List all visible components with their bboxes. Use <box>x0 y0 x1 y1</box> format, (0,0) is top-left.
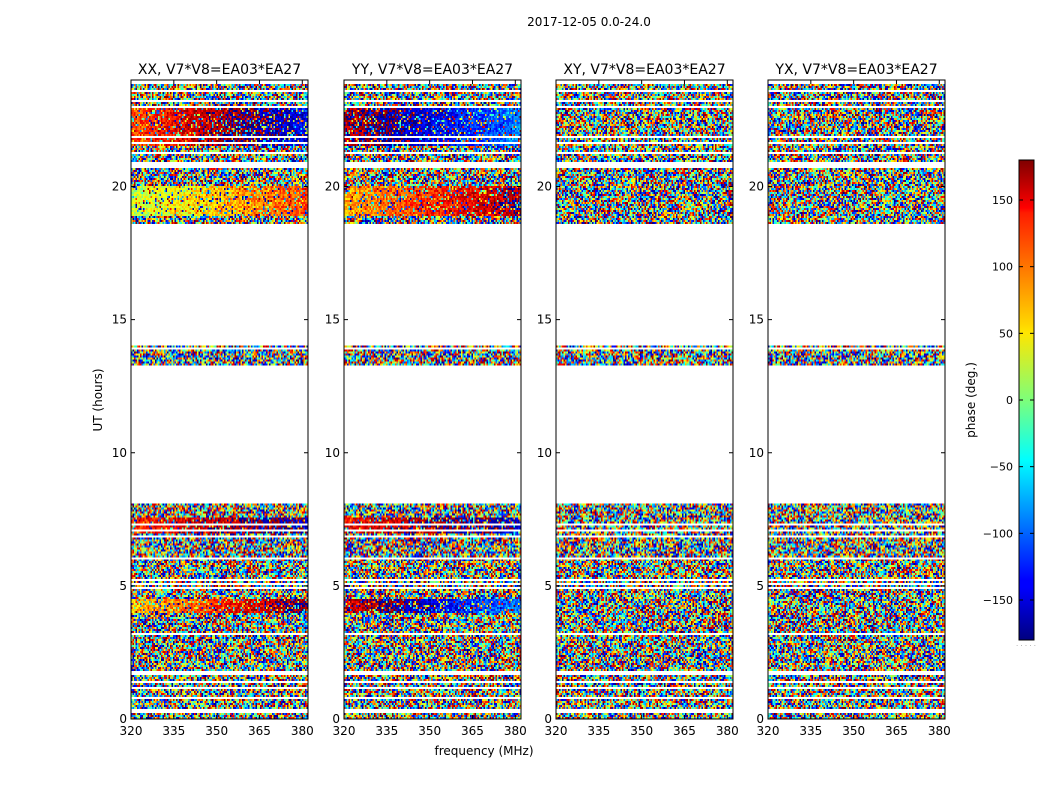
panel-yy-ytick-label-10: 10 <box>325 446 340 460</box>
panel-yx-xtick-label-350: 350 <box>842 724 865 738</box>
figure-title: 2017-12-05 0.0-24.0 <box>527 15 651 29</box>
panel-xy-ytick-label-10: 10 <box>537 446 552 460</box>
panel-yx-ytick-label-5: 5 <box>756 579 764 593</box>
colorbar-tick-label-150: 150 <box>992 194 1013 207</box>
colorbar-tick-label-100: 100 <box>992 261 1013 274</box>
panel-xy: XY, V7*V8=EA03*EA27 320 335 350 365 380 0 5 10 15… <box>537 62 739 738</box>
panel-yy-xtick-label-320: 320 <box>333 724 356 738</box>
panel-xy-ytick-label-0: 0 <box>544 712 552 726</box>
panel-yx: YX, V7*V8=EA03*EA27 320 335 350 365 380 0 5 10 15… <box>749 62 951 738</box>
panel-yy-xtick-label-365: 365 <box>461 724 484 738</box>
panel-xx-ytick-label-10: 10 <box>112 446 127 460</box>
panel-xy-title: XY, V7*V8=EA03*EA27 <box>563 62 725 78</box>
panel-yy: YY, V7*V8=EA03*EA27 320 335 350 365 380 0 5 10 15… <box>325 62 527 738</box>
colorbar-label: phase (deg.) <box>964 362 978 438</box>
colorbar-ticks: 150 100 50 0 −50 −100 −150 <box>983 194 1034 607</box>
panel-xy-frame <box>555 79 734 720</box>
colorbar-tick-label--50: −50 <box>990 461 1013 474</box>
panel-xx-phase-raster <box>131 80 308 719</box>
panel-xy-phase-raster <box>556 80 733 719</box>
panel-yx-xtick-label-320: 320 <box>757 724 780 738</box>
colorbar-tick-label-0: 0 <box>1006 394 1013 407</box>
panel-xx-ytick-label-5: 5 <box>119 579 127 593</box>
x-axis-label: frequency (MHz) <box>434 744 533 758</box>
panel-yx-frame <box>767 79 946 720</box>
panel-yx-ytick-label-10: 10 <box>749 446 764 460</box>
panel-yy-ytick-label-20: 20 <box>325 180 340 194</box>
panel-yx-xtick-label-365: 365 <box>885 724 908 738</box>
panel-yy-title: YY, V7*V8=EA03*EA27 <box>351 62 513 78</box>
panel-yy-phase-raster <box>344 80 521 719</box>
panel-yy-ytick-label-5: 5 <box>332 579 340 593</box>
panel-yx-ytick-label-15: 15 <box>749 313 764 327</box>
panel-yx-ytick-label-0: 0 <box>756 712 764 726</box>
panel-xx-xtick-label-380: 380 <box>291 724 314 738</box>
panel-xx: XX, V7*V8=EA03*EA27 320 335 350 365 380 0 5 10 15… <box>112 62 314 738</box>
panel-yy-xtick-label-380: 380 <box>504 724 527 738</box>
panel-layer: XX, V7*V8=EA03*EA27 320 335 350 365 380 0 5 10 15… <box>112 62 951 738</box>
panel-xx-title: XX, V7*V8=EA03*EA27 <box>138 62 301 78</box>
colorbar-tick-label--150: −150 <box>983 594 1013 607</box>
panel-xx-frame <box>130 79 309 720</box>
panel-xy-xtick-label-365: 365 <box>673 724 696 738</box>
panel-yy-ytick-label-15: 15 <box>325 313 340 327</box>
panel-xx-xtick-label-335: 335 <box>162 724 185 738</box>
y-axis-label: UT (hours) <box>91 368 105 431</box>
panel-yx-title: YX, V7*V8=EA03*EA27 <box>774 62 937 78</box>
colorbar: 150 100 50 0 −50 −100 −150 phase (deg.) · · · … <box>964 159 1036 650</box>
panel-yx-xtick-label-380: 380 <box>928 724 951 738</box>
panel-yy-xtick-label-335: 335 <box>375 724 398 738</box>
panel-yy-frame <box>343 79 522 720</box>
panel-xy-xtick-label-335: 335 <box>587 724 610 738</box>
panel-xx-ytick-label-20: 20 <box>112 180 127 194</box>
panel-yx-ytick-label-20: 20 <box>749 180 764 194</box>
panel-xx-xtick-label-350: 350 <box>205 724 228 738</box>
colorbar-tick-label--100: −100 <box>983 527 1013 540</box>
panel-xx-ytick-label-15: 15 <box>112 313 127 327</box>
panel-yx-phase-raster <box>768 80 945 719</box>
panel-xx-xtick-label-365: 365 <box>248 724 271 738</box>
colorbar-dots: · · · · · <box>1016 642 1036 650</box>
panel-xy-xtick-label-320: 320 <box>545 724 568 738</box>
panel-yx-xtick-label-335: 335 <box>799 724 822 738</box>
panel-xx-ytick-label-0: 0 <box>119 712 127 726</box>
panel-xy-ytick-label-15: 15 <box>537 313 552 327</box>
panel-xy-xtick-label-380: 380 <box>716 724 739 738</box>
panel-xy-ytick-label-20: 20 <box>537 180 552 194</box>
panel-yy-ytick-label-0: 0 <box>332 712 340 726</box>
panel-yy-xtick-label-350: 350 <box>418 724 441 738</box>
colorbar-tick-label-50: 50 <box>999 327 1013 340</box>
panel-xy-ytick-label-5: 5 <box>544 579 552 593</box>
panel-xx-xtick-label-320: 320 <box>120 724 143 738</box>
panel-xy-xtick-label-350: 350 <box>630 724 653 738</box>
